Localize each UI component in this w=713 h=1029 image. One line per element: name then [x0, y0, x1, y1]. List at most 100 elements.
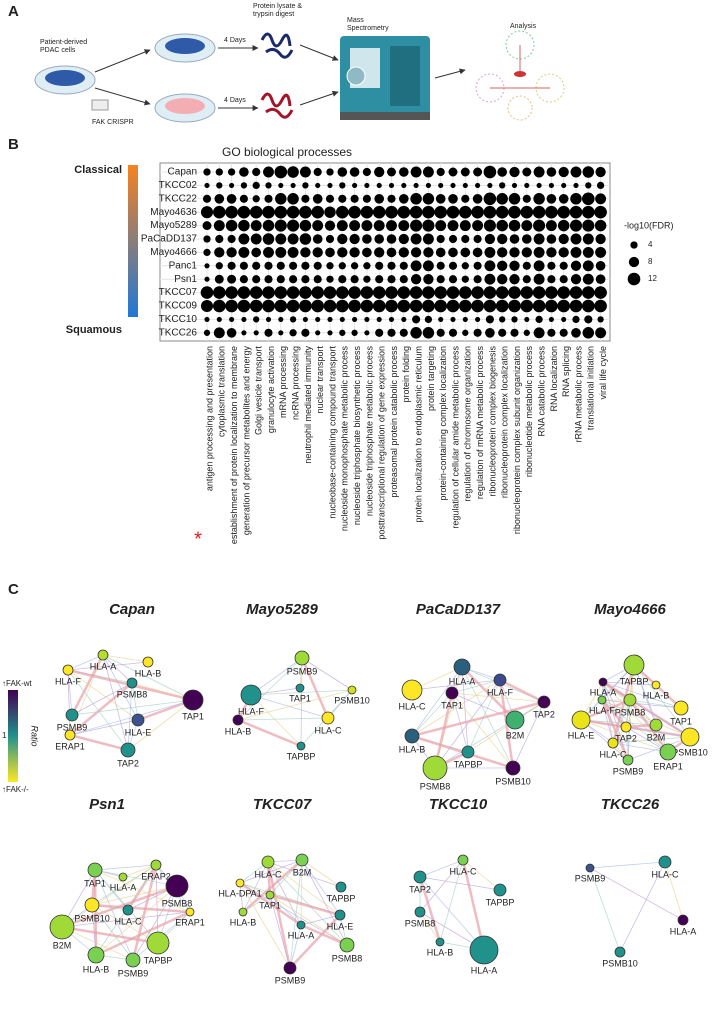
colorbar-label: 1 [2, 731, 7, 740]
edge [633, 664, 669, 753]
dot [327, 330, 333, 336]
node-label: PSMB10 [602, 958, 638, 968]
edge [94, 864, 157, 871]
node [265, 890, 275, 900]
dot [375, 328, 384, 337]
dot [434, 299, 448, 313]
node [457, 854, 469, 866]
legend-dot [627, 272, 641, 286]
dot [325, 234, 335, 244]
edge [602, 681, 669, 753]
dot [250, 233, 262, 245]
node [232, 714, 244, 726]
node-label: PSMB10 [495, 776, 531, 786]
edge [239, 882, 244, 913]
dot [237, 205, 251, 219]
dot [398, 247, 409, 258]
dot [422, 166, 434, 178]
dot [398, 193, 409, 204]
node-label: TAPBP [327, 893, 356, 903]
label: Patient-derived [40, 39, 87, 46]
dot [446, 299, 460, 313]
chart-title: GO biological processes [222, 145, 352, 159]
dot [225, 205, 238, 219]
dot [348, 286, 361, 299]
node [235, 878, 245, 888]
dot [311, 205, 325, 219]
dot [484, 260, 496, 272]
dot [286, 299, 300, 313]
dot [338, 194, 347, 203]
dot [413, 182, 419, 188]
dot [422, 193, 435, 205]
dot [473, 328, 482, 337]
dot [497, 167, 508, 177]
dot [372, 205, 386, 219]
dot [239, 261, 248, 270]
column-label: proteasomal protein catabolic process [389, 346, 399, 498]
colorbar-label: ↑FAK-wt [2, 679, 33, 688]
edge [629, 699, 682, 709]
dot [203, 329, 211, 336]
row-label: Mayo4636 [150, 207, 197, 218]
dot [548, 182, 554, 188]
column-label: nucleoside triphosphate metabolic proces… [364, 346, 374, 517]
edge [499, 678, 545, 704]
edge [269, 894, 291, 969]
dot [239, 275, 248, 284]
edge [94, 869, 134, 961]
node-label: HLA-B [399, 744, 426, 754]
dot [495, 286, 509, 299]
edge [602, 681, 629, 761]
dot [497, 233, 508, 245]
node [165, 874, 189, 898]
dot [287, 219, 300, 232]
column-label: regulation of chromosome organization [463, 346, 473, 502]
edge [267, 861, 342, 888]
network: Mayo5289 PSMB9 HLA-F TAP1 PSMB10 HLA-B HLA-C TA… [225, 601, 370, 761]
dot [339, 316, 345, 322]
column-label: generation of precursor metabolites and … [241, 346, 251, 536]
dot [263, 166, 274, 178]
dot [570, 233, 582, 245]
edge [580, 719, 629, 761]
dot [225, 299, 238, 313]
node [493, 883, 507, 897]
node-label: PSMB9 [287, 666, 318, 676]
dot [360, 286, 374, 299]
dot [459, 220, 471, 232]
edge [300, 859, 303, 926]
edge [589, 861, 666, 869]
dot [410, 233, 422, 245]
dot [522, 194, 531, 203]
dot [336, 299, 349, 313]
dot [336, 205, 349, 219]
row-label: TKCC02 [159, 180, 198, 191]
dot [360, 205, 374, 219]
dot [595, 166, 606, 178]
dot [349, 247, 360, 258]
edge [93, 869, 98, 956]
dot [532, 286, 546, 299]
dot [485, 327, 495, 338]
dot [249, 299, 263, 313]
dot [275, 246, 287, 258]
dot [399, 328, 408, 337]
column-label: protein localization to endoplasmic reti… [413, 346, 423, 523]
dot [438, 316, 444, 322]
dot [239, 167, 249, 177]
color-bar [128, 165, 138, 317]
column-label: nucleobase-containing compound transport [327, 346, 337, 519]
dot [312, 247, 323, 258]
node [651, 680, 661, 690]
edge [269, 894, 302, 926]
dot [315, 330, 321, 336]
dot [274, 299, 288, 313]
row-label: PaCaDD137 [141, 234, 198, 245]
node-label: HLA-B [643, 690, 670, 700]
edge [69, 699, 194, 736]
column-label: ribonucleoprotein complex localization [500, 346, 510, 498]
dot [448, 234, 458, 244]
node-label: TAPBP [454, 759, 483, 769]
edge [301, 859, 341, 916]
